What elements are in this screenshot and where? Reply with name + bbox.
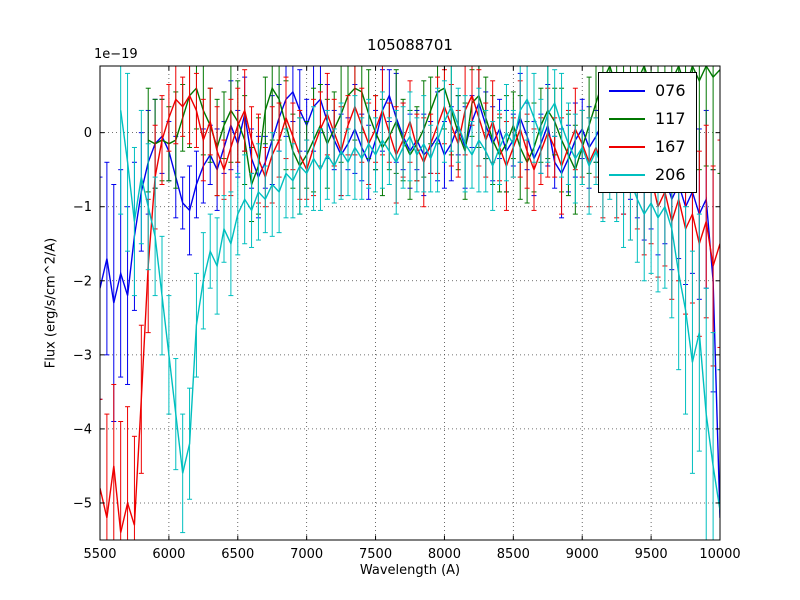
x-tick-label: 9000 — [566, 547, 599, 562]
y-tick-label: −1 — [73, 200, 92, 215]
y-tick-label: −5 — [73, 496, 92, 511]
y-tick-label: −4 — [73, 422, 92, 437]
x-tick-label: 9500 — [635, 547, 668, 562]
legend-label: 167 — [655, 137, 686, 156]
legend-line-sample-icon — [609, 145, 645, 148]
x-tick-label: 8500 — [497, 547, 530, 562]
x-tick-label: 6000 — [152, 547, 185, 562]
x-tick-label: 7000 — [290, 547, 323, 562]
x-axis-label: Wavelength (A) — [359, 563, 461, 578]
legend-entry: 117 — [609, 106, 686, 131]
legend-label: 076 — [655, 81, 686, 100]
y-tick-label: 0 — [84, 126, 92, 141]
legend-entry: 167 — [609, 134, 686, 159]
y-tick-label: −2 — [73, 274, 92, 289]
legend-label: 206 — [655, 165, 686, 184]
chart-title: 105088701 — [367, 36, 453, 54]
legend-label: 117 — [655, 109, 686, 128]
legend-line-sample-icon — [609, 117, 645, 120]
legend-entry: 206 — [609, 162, 686, 187]
legend: 076 117 167 206 — [598, 72, 697, 193]
tick-marks — [99, 66, 721, 540]
plot-border — [99, 65, 721, 541]
y-axis-offset-label: 1e−19 — [94, 47, 138, 62]
y-axis-label: Flux (erg/s/cm^2/A) — [43, 237, 59, 369]
x-tick-label: 8000 — [428, 547, 461, 562]
legend-line-sample-icon — [609, 173, 645, 176]
tick-labels: 5500 6000 6500 7000 7500 8000 8500 9000 9500 1000… — [73, 126, 741, 562]
x-tick-label: 10000 — [699, 547, 740, 562]
y-tick-label: −3 — [73, 348, 92, 363]
legend-line-sample-icon — [609, 89, 645, 92]
x-tick-label: 7500 — [359, 547, 392, 562]
legend-entry: 076 — [609, 78, 686, 103]
x-tick-label: 5500 — [83, 547, 116, 562]
x-tick-label: 6500 — [221, 547, 254, 562]
